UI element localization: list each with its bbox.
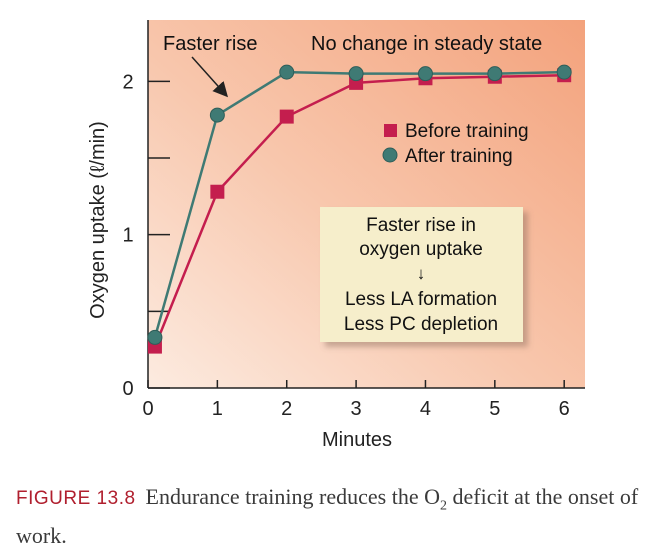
data-point-after-training [147,329,163,345]
x-tick-label: 6 [559,398,570,420]
legend-marker-after [382,147,398,163]
y-tick-label: 1 [122,225,133,247]
data-point-before-training [210,184,225,199]
y-axis-label: Oxygen uptake (ℓ/min) [87,121,109,319]
data-point-after-training [348,66,364,82]
caption-subscript: 2 [439,498,447,514]
legend-marker-before [384,124,397,137]
callout-line-4: Less PC depletion [344,314,498,335]
data-point-after-training [556,64,572,80]
caption-text-end: deficit at the onset of work. [16,484,639,549]
data-point-before-training [279,109,294,124]
x-tick-label: 2 [281,398,292,420]
figure-label: FIGURE 13.8 [16,488,136,509]
y-tick-label: 0 [122,378,133,400]
callout-line-2: oxygen uptake [359,239,483,260]
legend: Before training After training [382,121,529,167]
callout-background [320,207,523,342]
chart: 0 1 2 3 4 5 6 0 1 2 Minutes Oxygen uptake (ℓ/min… [87,20,585,451]
callout-arrow-icon: ↓ [417,264,426,283]
legend-label-after: After training [405,146,513,167]
annotation-arrow [191,56,229,98]
legend-label-before: Before training [405,121,529,142]
callout-box: Faster rise in oxygen uptake ↓ Less LA f… [320,207,523,342]
caption-text-start: Endurance training reduces the O [145,484,440,509]
callout-line-3: Less LA formation [345,289,497,310]
callout-line-1: Faster rise in [366,215,476,236]
data-point-after-training [417,66,433,82]
annotation-steady-state: No change in steady state [311,33,542,55]
x-tick-label: 1 [212,398,223,420]
annotation-faster-rise: Faster rise [163,33,257,55]
figure-caption: FIGURE 13.8 Endurance training reduces th… [16,482,656,551]
x-tick-label: 0 [142,398,153,420]
x-tick-label: 3 [351,398,362,420]
x-tick-label: 5 [489,398,500,420]
y-tick-label: 2 [122,71,133,93]
x-axis-label: Minutes [322,429,392,451]
data-point-after-training [487,66,503,82]
x-tick-label: 4 [420,398,431,420]
data-point-after-training [279,64,295,80]
data-point-after-training [209,107,225,123]
